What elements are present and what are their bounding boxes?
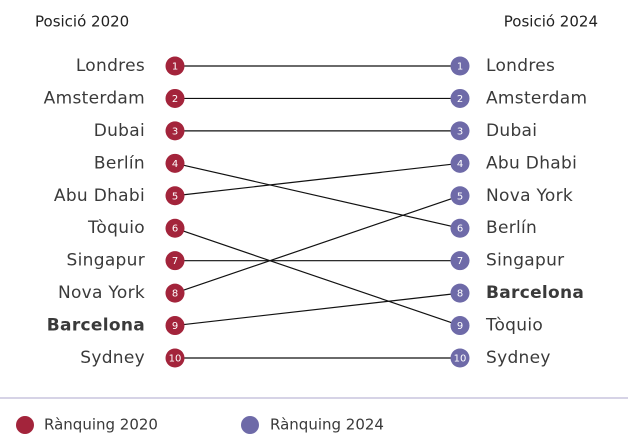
rank-number: 1 <box>457 62 463 73</box>
left-column-title: Posició 2020 <box>35 13 129 31</box>
rank-dot <box>450 88 470 108</box>
rank-number: 7 <box>172 256 178 267</box>
rank-dot <box>165 56 185 76</box>
city-label-left: Dubai <box>94 121 145 141</box>
rank-dot <box>450 316 470 336</box>
rank-number: 5 <box>172 191 178 202</box>
city-label-right: Berlín <box>486 218 537 238</box>
rank-dot <box>450 121 470 141</box>
rank-dot <box>165 88 185 108</box>
city-label-left: Sydney <box>80 348 145 368</box>
connector <box>174 227 461 327</box>
city-label-right: Sydney <box>486 348 551 368</box>
connector <box>174 292 461 327</box>
city-label-right: Abu Dhabi <box>486 153 577 173</box>
rank-number: 5 <box>457 191 463 202</box>
city-label-left: Nova York <box>58 283 145 303</box>
city-label-right: Barcelona <box>486 283 584 303</box>
rank-dot <box>450 56 470 76</box>
rank-dot <box>165 186 185 206</box>
connector <box>174 162 461 229</box>
city-label-left: Amsterdam <box>44 88 145 108</box>
rank-number: 8 <box>457 289 463 300</box>
rank-number: 2 <box>457 94 463 105</box>
rank-dot <box>165 348 185 368</box>
right-column-title: Posició 2024 <box>504 13 598 31</box>
rank-dot <box>165 283 185 303</box>
legend-label: Rànquing 2024 <box>270 416 384 434</box>
connector <box>174 162 461 197</box>
city-label-left: Berlín <box>94 153 145 173</box>
rank-dot <box>450 186 470 206</box>
rank-number: 2 <box>172 94 178 105</box>
city-label-left: Tòquio <box>87 218 145 238</box>
city-label-right: Dubai <box>486 121 537 141</box>
city-label-left: Barcelona <box>47 316 145 336</box>
city-label-right: Singapur <box>486 251 564 271</box>
rank-dot <box>165 316 185 336</box>
rank-number: 6 <box>457 224 463 235</box>
rank-dot <box>450 251 470 271</box>
legend-swatch <box>241 416 259 434</box>
rank-dot <box>165 251 185 271</box>
rank-number: 4 <box>457 159 463 170</box>
connector <box>174 195 461 294</box>
rank-number: 3 <box>172 126 178 137</box>
rank-number: 9 <box>457 321 463 332</box>
rank-number: 4 <box>172 159 178 170</box>
city-label-left: Londres <box>76 56 145 76</box>
city-label-right: Londres <box>486 56 555 76</box>
rank-number: 10 <box>454 354 467 365</box>
city-label-right: Nova York <box>486 186 573 206</box>
rank-dot <box>450 283 470 303</box>
rank-number: 10 <box>169 354 182 365</box>
rank-dot <box>165 121 185 141</box>
rank-number: 6 <box>172 224 178 235</box>
city-label-right: Amsterdam <box>486 88 587 108</box>
legend-label: Rànquing 2020 <box>44 416 158 434</box>
legend-swatch <box>16 416 34 434</box>
rank-dot <box>450 348 470 368</box>
rank-dot <box>450 153 470 173</box>
rank-number: 1 <box>172 62 178 73</box>
rank-number: 8 <box>172 289 178 300</box>
rank-dot <box>165 218 185 238</box>
city-label-left: Singapur <box>67 251 145 271</box>
rank-number: 9 <box>172 321 178 332</box>
city-label-left: Abu Dhabi <box>54 186 145 206</box>
rank-number: 3 <box>457 126 463 137</box>
rank-dot <box>165 153 185 173</box>
city-label-right: Tòquio <box>485 316 543 336</box>
rank-dot <box>450 218 470 238</box>
rank-number: 7 <box>457 256 463 267</box>
